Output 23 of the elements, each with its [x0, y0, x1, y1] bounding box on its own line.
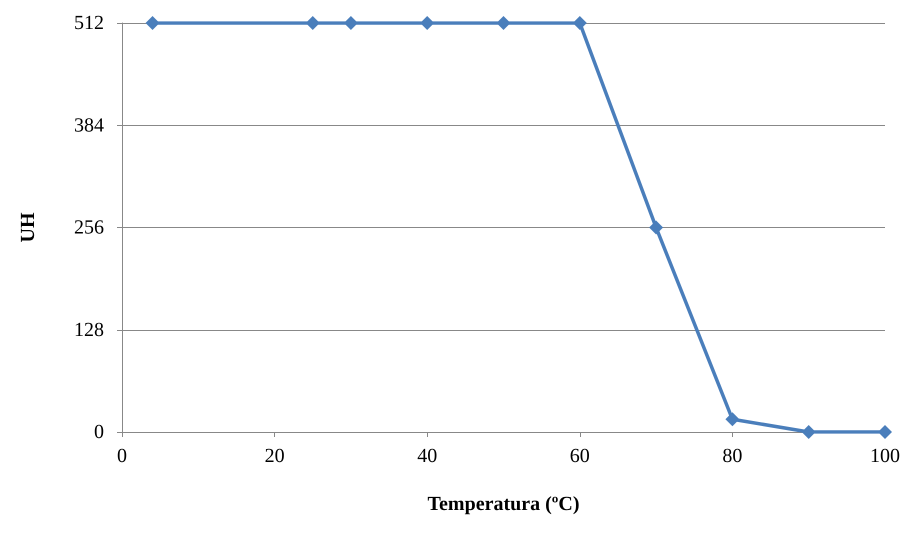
- x-tick-label: 60: [570, 445, 590, 467]
- point: [420, 16, 434, 30]
- point: [344, 16, 358, 30]
- y-tick-label: 128: [74, 318, 104, 341]
- x-axis-title: Temperatura (ºC): [428, 493, 580, 515]
- y-tick-label: 0: [94, 421, 104, 443]
- y-tick-label: 512: [74, 12, 104, 34]
- y-axis-title: UH: [17, 212, 39, 242]
- point: [725, 412, 740, 426]
- x-tick-label: 0: [117, 445, 127, 467]
- point: [146, 16, 160, 30]
- point: [572, 16, 587, 30]
- point: [649, 220, 664, 234]
- x-tick-label: 80: [722, 445, 742, 467]
- x-tick-label: 100: [870, 445, 900, 467]
- point: [496, 16, 510, 30]
- point: [306, 16, 320, 30]
- point: [878, 425, 892, 439]
- x-tick-label: 40: [417, 445, 438, 467]
- point: [802, 425, 816, 439]
- y-tick-label: 384: [74, 114, 104, 136]
- x-tick-label: 20: [264, 445, 285, 467]
- y-tick-label: 256: [74, 216, 104, 238]
